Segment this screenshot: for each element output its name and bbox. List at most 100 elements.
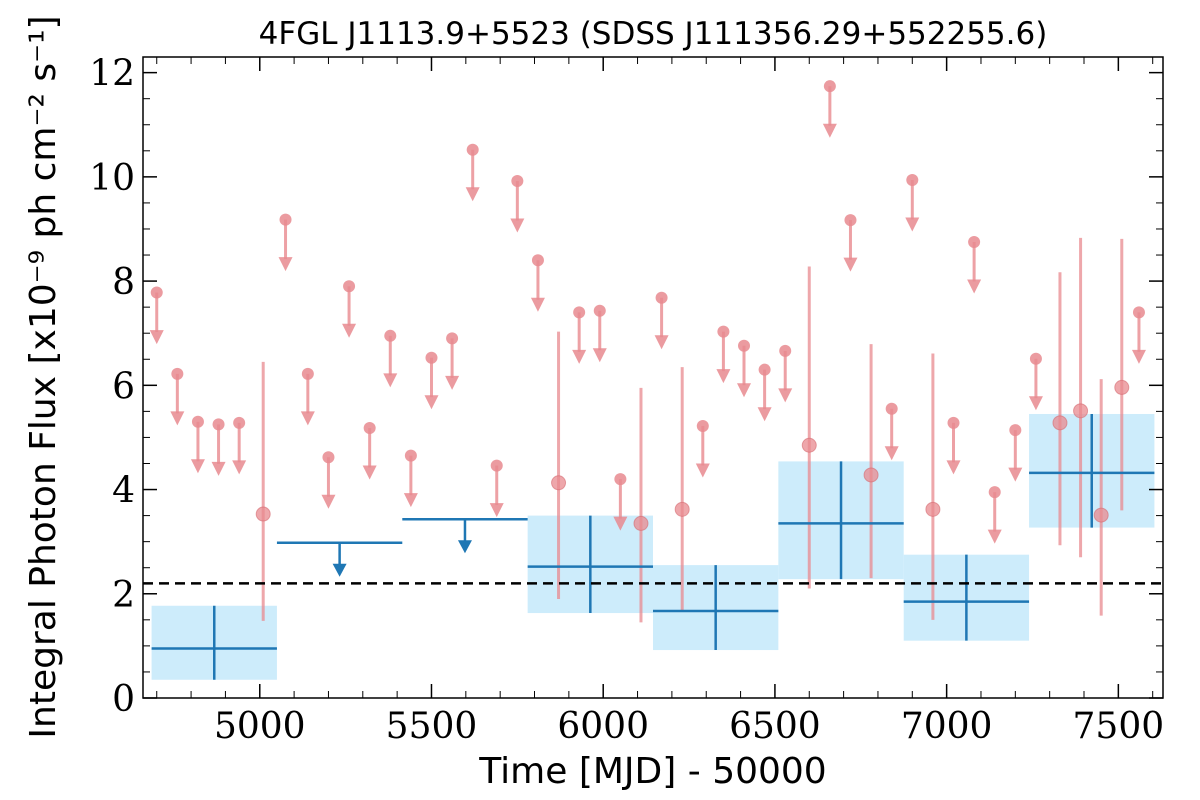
upper-limit-point [511, 175, 524, 188]
upper-limit-arrowhead [232, 460, 247, 475]
short-bin-point [801, 437, 817, 453]
upper-limit-arrowhead [278, 257, 293, 272]
y-tick-label: 0 [112, 679, 135, 720]
short-bin-point [1093, 507, 1109, 523]
upper-limit-point [446, 332, 459, 345]
chart-title: 4FGL J1113.9+5523 (SDSS J111356.29+55225… [259, 16, 1048, 52]
upper-limit-arrowhead [465, 187, 480, 202]
short-bin-point [1073, 403, 1089, 419]
upper-limit-point [404, 449, 417, 462]
upper-limit-arrowhead [510, 218, 525, 233]
short-bin-point [633, 515, 649, 531]
x-tick-label: 7500 [1073, 706, 1165, 747]
x-tick-label: 6000 [557, 706, 649, 747]
upper-limit-point [343, 280, 356, 293]
short-bin-point [925, 501, 941, 517]
x-tick-label: 6500 [729, 706, 821, 747]
upper-limit-point [738, 339, 751, 352]
short-bin-point [1052, 415, 1068, 431]
y-tick-label: 10 [89, 158, 135, 199]
upper-limit-arrowhead [592, 348, 607, 363]
upper-limit-point [758, 363, 771, 376]
upper-limit-arrowhead [300, 411, 315, 426]
upper-limit-arrowhead [1131, 349, 1146, 364]
upper-limit-point [906, 173, 919, 186]
upper-limit-point [573, 306, 586, 319]
upper-limit-point [466, 143, 479, 156]
short-bin-point [255, 506, 271, 522]
x-tick-label: 5500 [386, 706, 478, 747]
long-bin-upper-limit-arrowhead [457, 540, 472, 554]
short-bin-point [1114, 379, 1130, 395]
upper-limit-arrowhead [843, 257, 858, 272]
upper-limit-arrowhead [778, 388, 793, 403]
plot-area [143, 80, 1163, 680]
upper-limit-arrowhead [695, 463, 710, 478]
plot-frame [142, 56, 1164, 699]
upper-limit-arrowhead [489, 503, 504, 518]
upper-limit-arrowhead [757, 407, 772, 422]
y-tick-label: 2 [112, 575, 135, 616]
upper-limit-arrowhead [716, 369, 731, 384]
upper-limit-point [885, 402, 898, 415]
upper-limit-arrowhead [822, 123, 837, 138]
upper-limit-point [279, 213, 292, 226]
long-bin-upper-limit-arrowhead [332, 563, 347, 577]
upper-limit-arrowhead [905, 217, 920, 232]
upper-limit-arrowhead [530, 297, 545, 312]
upper-limit-arrowhead [445, 375, 460, 390]
upper-limit-arrowhead [403, 493, 418, 508]
upper-limit-arrowhead [362, 465, 377, 480]
upper-limit-point [696, 419, 709, 432]
upper-limit-point [191, 415, 204, 428]
y-tick-label: 12 [89, 54, 135, 95]
upper-limit-arrowhead [424, 395, 439, 410]
upper-limit-point [425, 351, 438, 364]
y-tick-label: 8 [112, 262, 135, 303]
upper-limit-arrowhead [987, 529, 1002, 544]
upper-limit-point [490, 459, 503, 472]
upper-limit-point [1009, 424, 1022, 437]
upper-limit-point [363, 422, 376, 435]
upper-limit-point [717, 325, 730, 338]
upper-limit-point [1029, 352, 1042, 365]
x-tick-label: 5000 [214, 706, 306, 747]
short-bin-point [674, 501, 690, 517]
upper-limit-point [988, 486, 1001, 499]
upper-limit-arrowhead [211, 461, 226, 476]
upper-limit-arrowhead [737, 383, 752, 398]
upper-limit-point [212, 418, 225, 431]
upper-limit-arrowhead [884, 446, 899, 461]
upper-limit-point [384, 329, 397, 342]
upper-limit-point [171, 367, 184, 380]
upper-limit-point [947, 416, 960, 429]
upper-limit-arrowhead [321, 494, 336, 509]
upper-limit-point [779, 344, 792, 357]
short-bin-point [551, 475, 567, 491]
y-tick-label: 4 [112, 471, 135, 512]
upper-limit-arrowhead [967, 279, 982, 294]
upper-limit-point [614, 473, 627, 486]
upper-limit-arrowhead [342, 323, 357, 338]
upper-limit-arrowhead [170, 411, 185, 426]
upper-limit-point [655, 291, 668, 304]
upper-limit-point [233, 416, 246, 429]
upper-limit-arrowhead [613, 516, 628, 531]
upper-limit-point [150, 286, 163, 299]
upper-limit-arrowhead [190, 459, 205, 474]
short-bin-point [863, 467, 879, 483]
upper-limit-point [968, 236, 981, 249]
upper-limit-point [844, 214, 857, 227]
upper-limit-point [531, 254, 544, 267]
upper-limit-point [301, 367, 314, 380]
x-axis-label: Time [MJD] - 50000 [478, 751, 826, 792]
axis-ticks: 5000 5500 6000 6500 7000 7500 0 2 4 6 8 10 12 [89, 54, 1164, 747]
upper-limit-point [593, 304, 606, 317]
y-tick-label: 6 [112, 366, 135, 407]
upper-limit-point [322, 451, 335, 464]
y-axis-label: Integral Photon Flux [x10⁻⁹ ph cm⁻² s⁻¹] [23, 15, 64, 738]
upper-limit-point [1132, 306, 1145, 319]
x-tick-label: 7000 [901, 706, 993, 747]
upper-limit-arrowhead [1008, 467, 1023, 482]
